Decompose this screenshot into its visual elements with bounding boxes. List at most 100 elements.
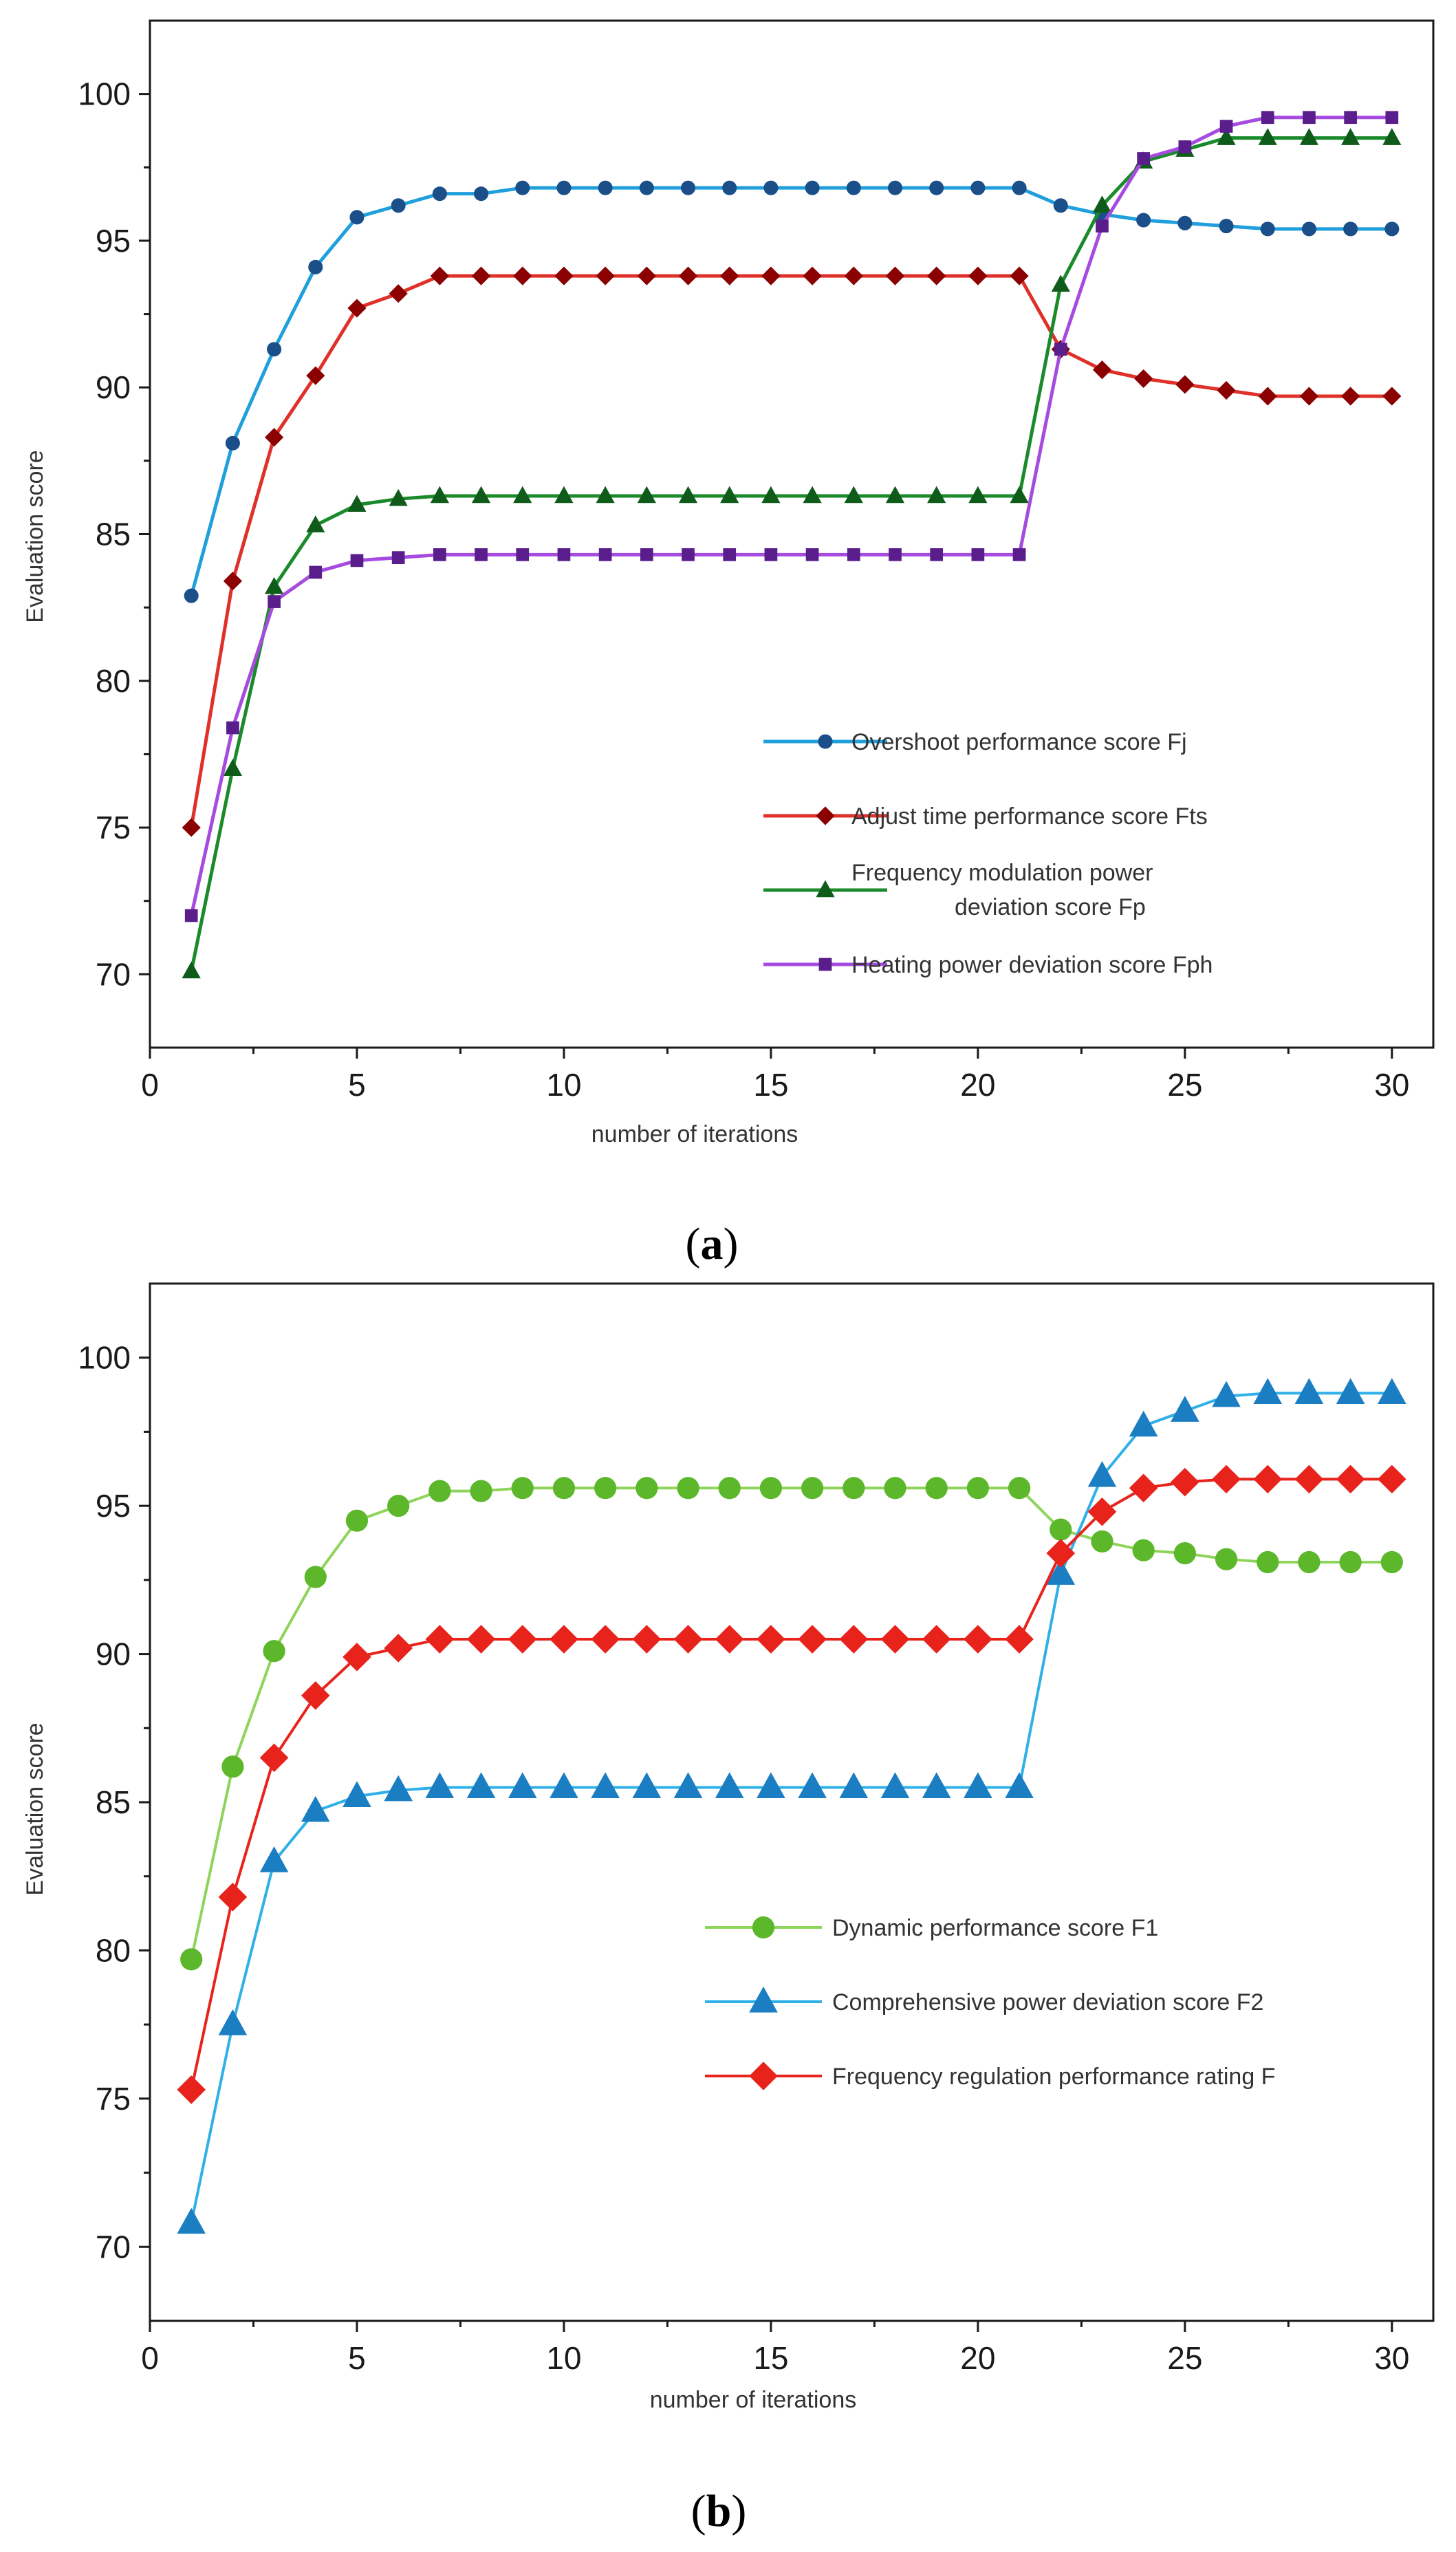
- data-point-a-0-26: [1219, 219, 1234, 234]
- panel-letter-b: b: [706, 2486, 732, 2536]
- data-point-a-0-21: [1012, 180, 1027, 195]
- data-point-a-1-17: [844, 266, 863, 285]
- data-point-b-1-12: [632, 1772, 662, 1799]
- data-point-b-0-16: [801, 1477, 824, 1500]
- data-point-b-2-7: [425, 1625, 455, 1654]
- data-point-b-1-17: [839, 1772, 869, 1799]
- panel-label-a: (a): [686, 1219, 739, 1269]
- data-point-a-0-11: [598, 180, 613, 195]
- data-point-a-3-30: [1385, 111, 1399, 125]
- data-point-a-3-23: [1096, 219, 1109, 233]
- legend-label-b-2: Frequency regulation performance rating …: [832, 2064, 1275, 2090]
- data-point-b-1-18: [880, 1772, 910, 1799]
- data-point-a-2-6: [389, 488, 408, 506]
- data-point-a-2-22: [1051, 274, 1070, 292]
- data-point-b-0-27: [1257, 1550, 1279, 1574]
- data-point-a-0-5: [349, 210, 365, 225]
- data-point-b-2-20: [964, 1625, 992, 1654]
- data-point-b-2-4: [301, 1681, 330, 1710]
- data-point-a-2-8: [471, 486, 491, 504]
- legend-label-a-2: Frequency modulation power: [851, 860, 1153, 886]
- series-line-a-3: [189, 116, 1392, 916]
- data-point-b-2-30: [1378, 1464, 1406, 1494]
- data-point-b-0-6: [387, 1495, 410, 1517]
- data-point-b-1-3: [259, 1846, 289, 1872]
- data-point-b-1-22: [1046, 1559, 1076, 1585]
- legend-entry-a-0: Overshoot performance score Fj: [763, 729, 1187, 755]
- legend-marker-b-2: [749, 2062, 778, 2090]
- data-point-b-0-21: [1008, 1477, 1031, 1500]
- data-point-a-2-12: [637, 486, 656, 504]
- data-point-a-2-7: [430, 486, 449, 504]
- y-tick-label-b-75: 75: [96, 2081, 131, 2117]
- data-point-b-2-3: [259, 1743, 289, 1773]
- data-point-a-3-21: [1012, 548, 1026, 561]
- data-point-b-2-13: [673, 1625, 703, 1654]
- data-point-b-0-24: [1132, 1539, 1155, 1561]
- y-tick-label-b-95: 95: [96, 1488, 131, 1524]
- data-point-a-1-10: [554, 266, 574, 285]
- data-point-a-1-24: [1134, 369, 1153, 389]
- legend-b: Dynamic performance score F1 Comprehensiv…: [705, 1915, 1275, 2090]
- data-point-a-2-21: [1010, 486, 1029, 504]
- legend-entry-a-1: Adjust time performance score Fts: [763, 803, 1208, 830]
- x-axis-title-b: number of iterations: [650, 2387, 857, 2413]
- data-point-b-2-22: [1046, 1539, 1076, 1568]
- data-point-b-2-18: [880, 1625, 910, 1654]
- x-tick-label-a-20: 20: [960, 1067, 995, 1103]
- data-point-a-2-3: [264, 576, 284, 594]
- data-point-b-1-2: [218, 2009, 248, 2035]
- data-point-b-0-5: [345, 1509, 369, 1532]
- data-point-b-0-10: [552, 1477, 576, 1500]
- legend-label-line2-a-2: deviation score Fp: [955, 894, 1146, 920]
- series-line-a-0: [189, 186, 1392, 596]
- data-point-b-1-5: [343, 1781, 371, 1807]
- data-point-a-3-27: [1261, 111, 1274, 125]
- x-tick-label-a-10: 10: [546, 1067, 581, 1103]
- data-point-b-0-14: [718, 1477, 741, 1500]
- legend-marker-b-0: [752, 1916, 775, 1939]
- data-point-a-0-28: [1301, 221, 1316, 237]
- data-point-a-3-4: [309, 565, 323, 579]
- data-point-b-0-15: [759, 1477, 783, 1500]
- data-point-a-1-12: [637, 266, 656, 285]
- legend-entry-a-3: Heating power deviation score Fph: [763, 952, 1213, 978]
- x-tick-label-b-5: 5: [348, 2340, 366, 2376]
- y-tick-label-a-95: 95: [96, 223, 131, 259]
- legend-a: Overshoot performance score Fj Adjust tim…: [763, 729, 1213, 978]
- data-point-b-2-24: [1129, 1473, 1158, 1503]
- data-point-b-2-25: [1171, 1467, 1199, 1497]
- data-point-b-2-5: [343, 1643, 371, 1672]
- data-point-b-0-11: [594, 1477, 617, 1500]
- data-point-b-1-19: [922, 1772, 951, 1799]
- data-point-b-0-1: [180, 1948, 203, 1971]
- data-point-a-3-14: [723, 548, 737, 561]
- data-point-a-3-6: [391, 551, 405, 564]
- data-point-b-1-15: [757, 1772, 785, 1799]
- x-tick-label-a-25: 25: [1167, 1067, 1202, 1103]
- data-point-b-2-21: [1005, 1625, 1034, 1654]
- series-a-1: [182, 266, 1402, 837]
- x-tick-label-b-30: 30: [1374, 2340, 1409, 2376]
- data-point-a-3-20: [971, 548, 985, 561]
- data-point-a-2-11: [596, 486, 615, 504]
- data-point-a-3-22: [1054, 343, 1067, 356]
- series-b-1: [177, 1378, 1406, 2234]
- data-point-a-3-8: [475, 548, 488, 561]
- data-point-b-0-30: [1380, 1550, 1403, 1574]
- data-point-a-1-14: [720, 266, 739, 285]
- data-point-b-1-23: [1087, 1460, 1117, 1487]
- y-tick-label-a-80: 80: [96, 663, 131, 699]
- data-point-a-1-18: [885, 266, 905, 285]
- axis-tick-labels-b: 0 5 10 15 20 25 30 70 75 80 85 90 95 100: [78, 1340, 1409, 2376]
- axis-ticks-a: [139, 93, 1393, 1059]
- legend-marker-b-1: [749, 1986, 778, 2013]
- data-point-a-3-18: [889, 548, 902, 561]
- data-point-a-3-7: [433, 548, 446, 561]
- data-point-b-2-26: [1212, 1464, 1241, 1494]
- legend-label-a-3: Heating power deviation score Fph: [851, 952, 1213, 978]
- data-point-a-3-25: [1178, 140, 1192, 153]
- data-point-b-0-18: [884, 1477, 906, 1500]
- legend-entry-b-1: Comprehensive power deviation score F2: [705, 1986, 1263, 2015]
- data-point-a-2-14: [720, 486, 739, 504]
